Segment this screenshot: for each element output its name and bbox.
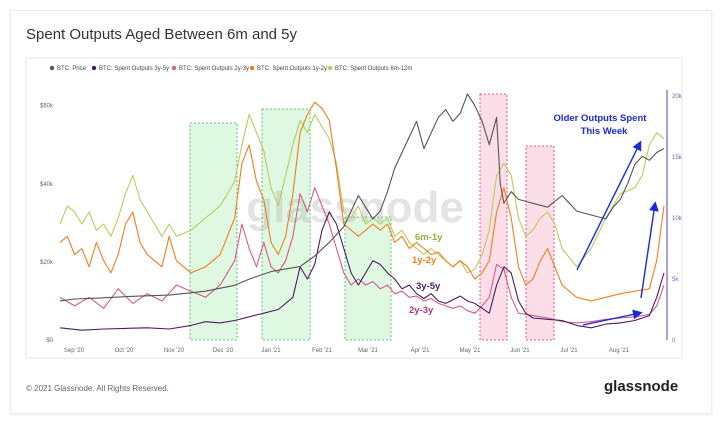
copyright-footer: © 2021 Glassnode. All Rights Reserved.	[26, 384, 169, 393]
x-tick-label: Nov '20	[164, 348, 185, 354]
legend-label: BTC: Price	[57, 66, 87, 72]
series-line	[59, 93, 665, 302]
y-right-ticks: 0 5k 10k 15k 20k	[672, 94, 683, 344]
x-tick-label: Apr '21	[411, 348, 430, 354]
glassnode-logo: glassnode	[604, 378, 679, 395]
series-line	[59, 113, 665, 274]
plot-frame	[25, 57, 683, 359]
annotation-2y-3y: 2y-3y	[409, 305, 434, 316]
y-right-tick-label: 10k	[672, 216, 683, 222]
arrow-3	[640, 201, 659, 299]
annotation-1y-2y: 1y-2y	[412, 255, 437, 266]
legend-label: BTC: Spent Outputs 2y-3y	[179, 66, 249, 72]
legend-swatch	[49, 65, 55, 71]
arrow-2	[582, 309, 643, 326]
x-tick-label: Sep '20	[64, 348, 85, 354]
x-tick-label: Mar '21	[358, 348, 378, 354]
annotation-older-outputs-line2: This Week	[581, 126, 629, 137]
annotation-3y-5y: 3y-5y	[416, 281, 441, 292]
arrow-1	[576, 140, 642, 271]
x-tick-label: Jan '21	[261, 348, 281, 354]
legend-label: BTC: Spent Outputs 1y-2y	[257, 66, 327, 72]
legend-swatch	[327, 65, 333, 71]
y-right-tick-label: 15k	[672, 155, 683, 161]
legend-swatch	[91, 65, 97, 71]
x-tick-label: May '21	[460, 348, 481, 354]
series-line	[59, 211, 665, 331]
highlight-box-green-1	[189, 122, 238, 341]
annotation-6m-1y: 6m-1y	[415, 232, 443, 243]
y-right-tick-label: 0	[672, 338, 676, 344]
highlight-box-green-3	[344, 216, 392, 341]
x-tick-label: Jun '21	[510, 348, 530, 354]
x-tick-label: Feb '21	[312, 348, 332, 354]
y-left-tick-label: $20k	[40, 260, 54, 266]
legend: BTC: Price BTC: Spent Outputs 3y-5y BTC: S…	[49, 65, 412, 72]
watermark: glassnode	[246, 183, 464, 232]
x-tick-label: Dec '20	[213, 348, 234, 354]
y-left-tick-label: $40k	[40, 182, 54, 188]
highlight-box-pink-2	[525, 145, 555, 341]
series-line	[59, 101, 665, 302]
legend-label: BTC: Spent Outputs 6m-12m	[335, 66, 412, 72]
legend-swatch	[171, 65, 177, 71]
y-right-tick-label: 20k	[672, 94, 683, 100]
legend-swatch	[249, 65, 255, 71]
x-tick-label: Oct '20	[115, 348, 134, 354]
y-right-tick-label: 5k	[672, 277, 679, 283]
x-tick-label: Jul '21	[560, 348, 578, 354]
y-left-tick-label: $0	[46, 338, 53, 344]
series-lines	[59, 93, 665, 331]
y-left-tick-label: $60k	[40, 104, 54, 110]
x-ticks: Sep '20 Oct '20 Nov '20 Dec '20 Jan '21 Feb '…	[64, 348, 630, 354]
x-tick-label: Aug '21	[609, 348, 630, 354]
y-left-ticks: $0 $20k $40k $60k	[40, 104, 54, 344]
annotation-older-outputs-line1: Older Outputs Spent	[554, 113, 648, 124]
legend-label: BTC: Spent Outputs 3y-5y	[99, 66, 169, 72]
chart-title: Spent Outputs Aged Between 6m and 5y	[26, 26, 298, 43]
highlight-box-green-2	[261, 108, 311, 341]
